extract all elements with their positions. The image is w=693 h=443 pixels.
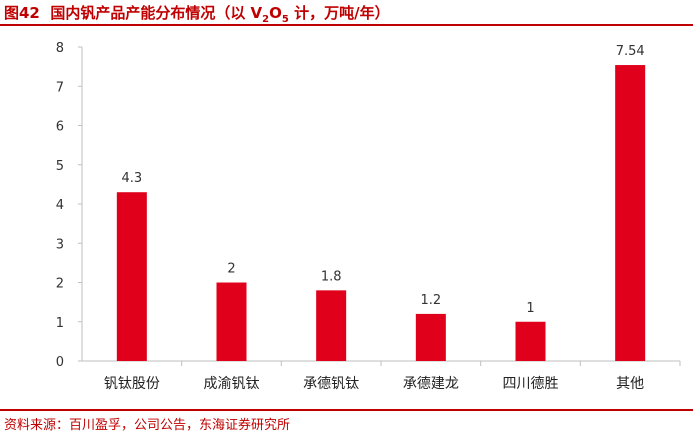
x-tick-label: 四川德胜 — [503, 376, 559, 392]
y-tick-label: 4 — [56, 198, 64, 213]
bar-value-label: 1 — [526, 301, 534, 316]
y-tick-label: 7 — [56, 80, 64, 95]
y-tick-label: 3 — [56, 237, 64, 252]
x-tick-label: 其他 — [616, 376, 644, 392]
bar-value-label: 1.2 — [420, 293, 441, 308]
x-tick-label: 承德建龙 — [403, 376, 459, 392]
y-tick-label: 5 — [56, 159, 64, 174]
formula-oxygen: O — [269, 4, 282, 22]
y-tick-label: 1 — [56, 316, 64, 331]
bar-value-label: 4.3 — [121, 171, 142, 186]
figure-title: 图42 国内钒产品产能分布情况（以 V2O5 计，万吨/年） — [4, 2, 390, 25]
x-tick-label: 承德钒钛 — [303, 376, 359, 392]
y-tick-label: 0 — [56, 355, 64, 370]
bar-value-label: 2 — [227, 262, 235, 277]
data-labels: 4.3 2 1.8 1.2 1 7.54 — [121, 44, 644, 316]
figure-title-text: 国内钒产品产能分布情况（以 V — [50, 4, 263, 22]
source-divider — [0, 409, 693, 411]
source-note: 资料来源：百川盈孚，公司公告，东海证券研究所 — [4, 418, 291, 433]
bar — [316, 290, 347, 361]
x-axis: 钒钛股份 成渝钒钛 承德钒钛 承德建龙 四川德胜 其他 — [82, 360, 681, 392]
y-tick-label: 2 — [56, 277, 64, 292]
y-tick-label: 8 — [56, 41, 64, 56]
bar-value-label: 1.8 — [321, 269, 342, 284]
title-divider — [0, 24, 693, 26]
formula-subscript-5: 5 — [281, 14, 289, 25]
bar — [615, 65, 646, 362]
bar — [515, 321, 546, 361]
bar-series — [116, 65, 646, 362]
y-tick-label: 6 — [56, 120, 64, 135]
y-axis: 0 1 2 3 4 5 6 7 8 — [56, 41, 83, 370]
figure-title-unit: 计，万吨/年） — [288, 4, 390, 22]
bar — [216, 282, 247, 361]
bar-value-label: 7.54 — [616, 44, 645, 59]
x-tick-label: 钒钛股份 — [104, 376, 160, 392]
formula-subscript-2: 2 — [262, 14, 270, 25]
bar — [116, 192, 147, 361]
figure-number: 图42 — [4, 4, 40, 22]
bar — [415, 313, 446, 361]
x-tick-label: 成渝钒钛 — [204, 376, 260, 392]
